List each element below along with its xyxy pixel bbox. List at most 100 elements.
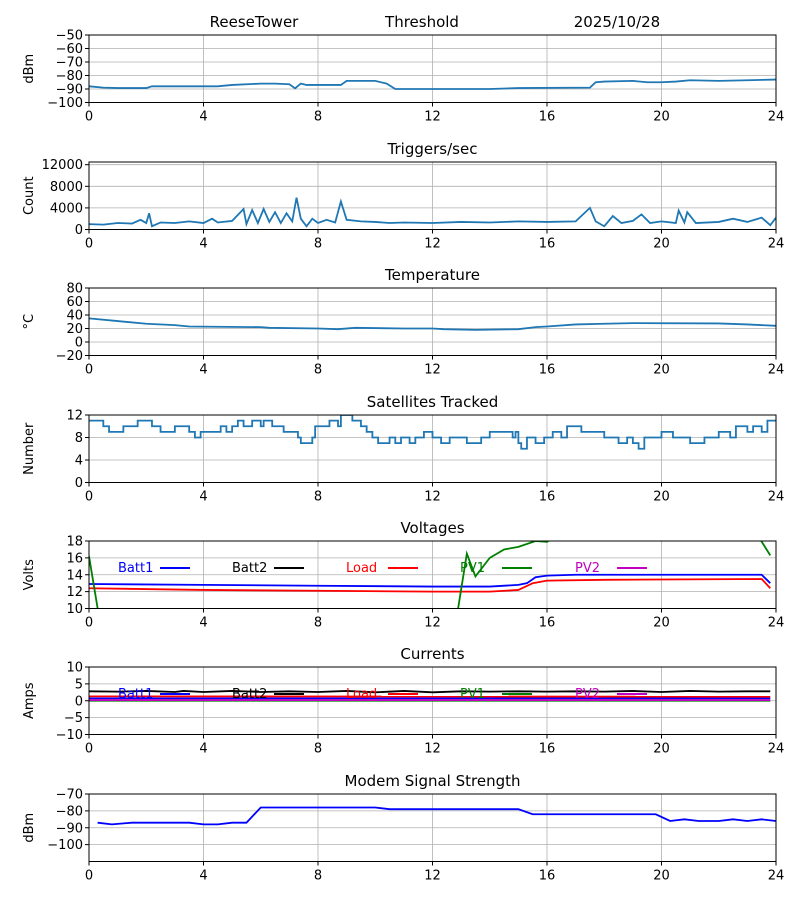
y-axis-label: dBm (22, 54, 37, 84)
legend-item-batt2: Batt2 (232, 561, 304, 576)
panel-title: Triggers/sec (387, 140, 478, 158)
y-tick-label: −100 (47, 96, 83, 111)
y-tick-label: −60 (56, 42, 83, 57)
y-tick-label: −20 (56, 349, 83, 364)
y-tick-label: 12000 (42, 158, 83, 173)
axes-frame (88, 287, 777, 356)
legend-label: PV2 (575, 561, 600, 576)
series-line-batt1 (89, 573, 771, 588)
header-station: ReeseTower (210, 13, 300, 31)
panel-title: Modem Signal Strength (345, 772, 521, 790)
x-tick-label: 24 (768, 742, 785, 757)
axes-frame (88, 161, 777, 230)
series-line-triggers (89, 197, 776, 228)
x-tick-label: 12 (424, 490, 441, 505)
x-tick-label: 0 (85, 490, 93, 505)
y-tick-label: 10 (66, 661, 83, 676)
x-tick-label: 0 (85, 616, 93, 631)
panel-title: Voltages (400, 519, 464, 537)
x-tick-label: 12 (424, 363, 441, 378)
series-line-batt2 (89, 690, 771, 694)
legend-label: Load (346, 561, 377, 576)
legend-label: Load (346, 687, 377, 702)
legend-item-pv2: PV2 (575, 687, 647, 702)
y-tick-label: −70 (56, 56, 83, 71)
legend-item-batt2: Batt2 (232, 687, 304, 702)
series-line-temperature (89, 317, 776, 331)
x-tick-label: 12 (424, 237, 441, 252)
series-line-modem (97, 806, 776, 826)
axes-frame (88, 34, 777, 103)
axes-frame (88, 793, 777, 862)
legend-item-pv1: PV1 (460, 687, 532, 702)
axes-frame (88, 414, 777, 483)
x-tick-label: 24 (768, 869, 785, 884)
x-tick-label: 0 (85, 869, 93, 884)
y-tick-label: 0 (75, 336, 83, 351)
y-tick-label: −80 (56, 69, 83, 84)
legend-label: Batt2 (232, 687, 267, 702)
y-tick-label: 0 (75, 694, 83, 709)
y-tick-label: 0 (75, 223, 83, 238)
legend-label: PV1 (460, 687, 485, 702)
legend-item-load: Load (346, 687, 418, 702)
y-axis-label: Amps (22, 682, 37, 719)
y-tick-label: −50 (56, 29, 83, 44)
x-tick-label: 12 (424, 110, 441, 125)
y-tick-label: 8 (75, 431, 83, 446)
x-tick-label: 20 (653, 237, 670, 252)
y-tick-label: 4000 (50, 201, 83, 216)
y-tick-label: 20 (66, 322, 83, 337)
legend-item-load: Load (346, 561, 418, 576)
x-tick-label: 24 (768, 363, 785, 378)
x-tick-label: 20 (653, 742, 670, 757)
axes-frame (88, 540, 777, 609)
y-tick-label: 4 (75, 454, 83, 469)
panel-5: 0 4 8 12 16 20 24 −10 −5 0 510 Currents Amps Batt1 Bat… (22, 645, 784, 757)
x-tick-label: 8 (314, 110, 322, 125)
x-tick-label: 4 (199, 237, 207, 252)
legend-item-pv1: PV1 (460, 561, 532, 576)
x-tick-label: 20 (653, 110, 670, 125)
x-tick-label: 20 (653, 616, 670, 631)
y-axis-label: Count (22, 176, 37, 215)
x-tick-label: 8 (314, 742, 322, 757)
x-tick-label: 4 (199, 616, 207, 631)
y-tick-label: −10 (56, 728, 83, 743)
header-date: 2025/10/28 (574, 13, 660, 31)
x-tick-label: 8 (314, 363, 322, 378)
legend-label: PV1 (460, 561, 485, 576)
y-tick-label: −5 (64, 711, 83, 726)
x-tick-label: 24 (768, 110, 785, 125)
y-tick-label: 5 (75, 677, 83, 692)
x-tick-label: 8 (314, 616, 322, 631)
y-tick-label: 40 (66, 309, 83, 324)
legend-label: Batt1 (118, 561, 153, 576)
panel-1: 0 4 8 12 16 20 24 0 4000 8000 12000 Triggers/sec Cou… (22, 140, 784, 252)
x-tick-label: 0 (85, 110, 93, 125)
y-tick-label: 8000 (50, 180, 83, 195)
x-tick-label: 12 (424, 869, 441, 884)
y-tick-label: 14 (66, 568, 83, 583)
y-tick-label: 80 (66, 282, 83, 297)
panel-3: 0 4 8 12 16 20 24 0 4 8 12 Satellites Tracked Number (22, 393, 784, 505)
x-tick-label: 24 (768, 616, 785, 631)
legend-label: Batt2 (232, 561, 267, 576)
y-tick-label: −70 (56, 788, 83, 803)
x-tick-label: 16 (539, 742, 556, 757)
panel-6: 0 4 8 12 16 20 24 −100 −90 −80−70 Modem Signal Str… (22, 772, 784, 884)
panel-title: Currents (400, 645, 464, 663)
header-mode: Threshold (384, 13, 459, 31)
x-tick-label: 16 (539, 616, 556, 631)
x-tick-label: 4 (199, 490, 207, 505)
y-axis-label: Number (22, 422, 37, 475)
legend-item-batt1: Batt1 (118, 561, 190, 576)
x-tick-label: 0 (85, 363, 93, 378)
x-tick-label: 24 (768, 237, 785, 252)
x-tick-label: 4 (199, 363, 207, 378)
y-axis-label: dBm (22, 813, 37, 843)
x-tick-label: 16 (539, 237, 556, 252)
